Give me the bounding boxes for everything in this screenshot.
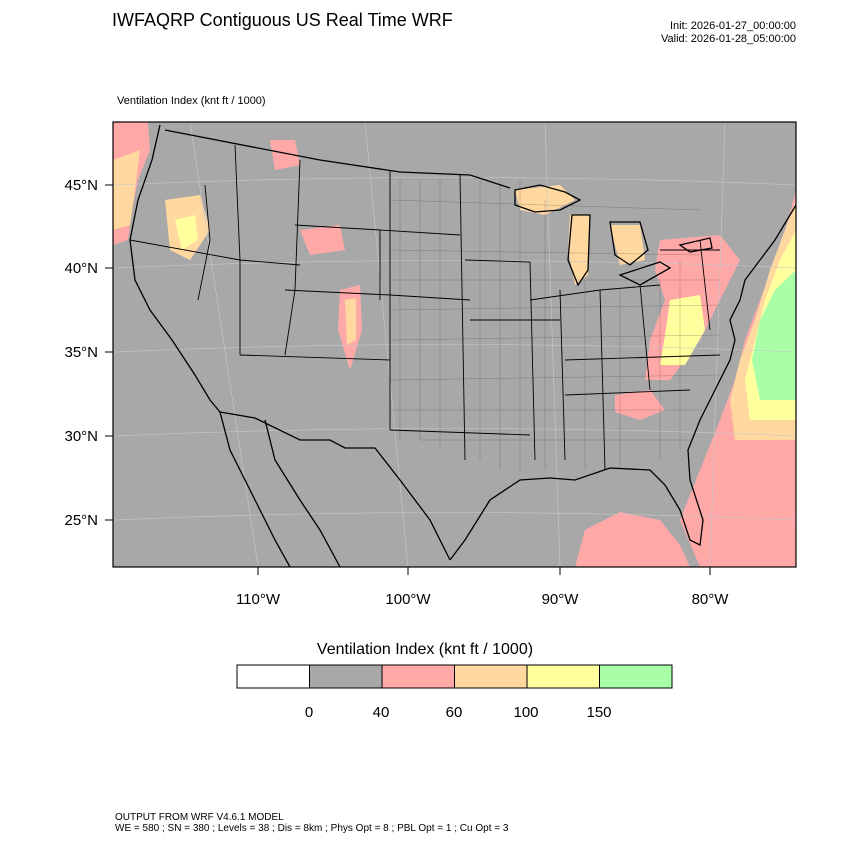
gulf-atlantic-coast bbox=[449, 204, 796, 561]
colorbar-box-5 bbox=[599, 664, 673, 689]
colorbar-tick-60: 60 bbox=[445, 704, 463, 721]
colorbar-box-0 bbox=[236, 664, 310, 689]
colorbar-title: Ventilation Index (knt ft / 1000) bbox=[316, 641, 534, 658]
colorbar-tick-150: 150 bbox=[586, 704, 612, 721]
lon-tick-90: 90°W bbox=[542, 591, 580, 608]
model-footer: OUTPUT FROM WRF V4.6.1 MODEL WE = 580 ; … bbox=[115, 812, 508, 834]
field-oregon-yellow bbox=[175, 215, 198, 250]
footer-line-1: OUTPUT FROM WRF V4.6.1 MODEL bbox=[115, 812, 284, 823]
field-pacific-nw-orange bbox=[113, 150, 140, 230]
lake-erie bbox=[618, 261, 672, 286]
colorbar bbox=[236, 664, 673, 689]
colorbar-box-1 bbox=[309, 664, 383, 689]
valid-time: Valid: 2026-01-28_05:00:00 bbox=[661, 33, 796, 45]
lon-tick-100: 100°W bbox=[385, 591, 431, 608]
field-montana bbox=[270, 140, 300, 170]
colorbar-tick-100: 100 bbox=[513, 704, 539, 721]
run-time-info: Init: 2026-01-27_00:00:00 Valid: 2026-01… bbox=[661, 20, 796, 46]
axis-ticks bbox=[105, 184, 711, 575]
colorbar-tick-40: 40 bbox=[372, 704, 390, 721]
county-borders bbox=[389, 180, 721, 470]
colorbar-box-2 bbox=[381, 664, 455, 689]
lat-tick-45: 45°N bbox=[64, 177, 98, 194]
colorbar-box-3 bbox=[454, 664, 528, 689]
field-lake-huron bbox=[610, 225, 645, 265]
baja-coast bbox=[219, 411, 291, 567]
field-wyoming bbox=[300, 225, 345, 255]
map-frame bbox=[112, 121, 797, 568]
map-area bbox=[113, 122, 796, 567]
colorbar-box-4 bbox=[526, 664, 600, 689]
field-atlantic-green bbox=[752, 270, 796, 400]
lat-tick-30: 30°N bbox=[64, 428, 98, 445]
lat-tick-35: 35°N bbox=[64, 344, 98, 361]
field-lake-michigan bbox=[568, 215, 590, 285]
field-georgia bbox=[615, 390, 665, 420]
us-mexico-border bbox=[219, 411, 451, 561]
colorbar-tick-0: 0 bbox=[304, 704, 314, 721]
lake-michigan bbox=[567, 214, 591, 287]
field-label: Ventilation Index (knt ft / 1000) bbox=[117, 95, 266, 107]
init-time: Init: 2026-01-27_00:00:00 bbox=[670, 20, 796, 32]
lon-tick-110: 110°W bbox=[236, 591, 281, 608]
lat-tick-40: 40°N bbox=[64, 260, 98, 277]
graticule bbox=[113, 122, 796, 567]
lake-huron bbox=[609, 221, 649, 266]
lake-superior bbox=[514, 184, 582, 213]
field-colorado-orange bbox=[345, 298, 356, 345]
axis-labels: 45°N 40°N 35°N 30°N 25°N 110°W 100°W 90°… bbox=[64, 177, 729, 608]
lon-tick-80: 80°W bbox=[692, 591, 730, 608]
state-borders bbox=[129, 144, 721, 471]
mexico-west-coast bbox=[264, 419, 341, 567]
pacific-coast bbox=[129, 124, 221, 413]
coastlines-borders bbox=[129, 124, 796, 567]
chart-title: IWFAQRP Contiguous US Real Time WRF bbox=[112, 10, 453, 30]
lat-tick-25: 25°N bbox=[64, 512, 98, 529]
us-canada-border bbox=[164, 129, 511, 189]
footer-line-2: WE = 580 ; SN = 380 ; Levels = 38 ; Dis … bbox=[115, 823, 509, 834]
field-gulf-pink bbox=[575, 512, 690, 567]
